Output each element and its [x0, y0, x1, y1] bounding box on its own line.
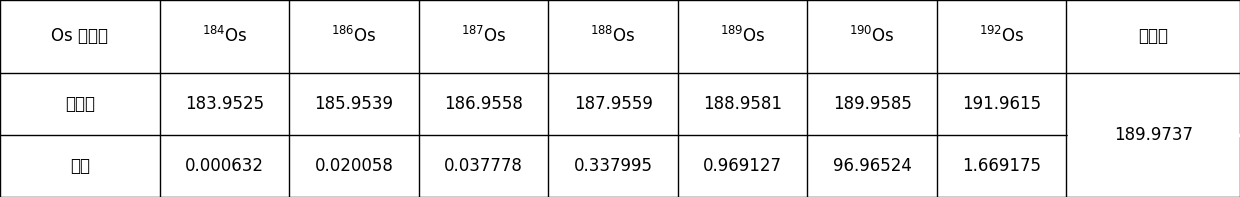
- Text: 0.337995: 0.337995: [574, 157, 652, 175]
- Text: 188.9581: 188.9581: [703, 95, 782, 113]
- Text: 96.96524: 96.96524: [833, 157, 911, 175]
- Text: 质量数: 质量数: [64, 95, 95, 113]
- Text: $^{192}$Os: $^{192}$Os: [978, 26, 1024, 46]
- Text: $^{187}$Os: $^{187}$Os: [461, 26, 506, 46]
- Text: 原子量: 原子量: [1138, 27, 1168, 46]
- Text: $^{188}$Os: $^{188}$Os: [590, 26, 636, 46]
- Text: 185.9539: 185.9539: [315, 95, 393, 113]
- Text: $^{189}$Os: $^{189}$Os: [719, 26, 765, 46]
- Text: 183.9525: 183.9525: [185, 95, 264, 113]
- Text: 0.969127: 0.969127: [703, 157, 782, 175]
- Text: 丰度: 丰度: [69, 157, 91, 175]
- Text: $^{184}$Os: $^{184}$Os: [202, 26, 248, 46]
- Text: 187.9559: 187.9559: [574, 95, 652, 113]
- Text: Os 稀释劑: Os 稀释劑: [51, 27, 108, 46]
- Text: $^{186}$Os: $^{186}$Os: [331, 26, 377, 46]
- Text: 191.9615: 191.9615: [962, 95, 1042, 113]
- Text: 1.669175: 1.669175: [962, 157, 1042, 175]
- Text: 189.9585: 189.9585: [833, 95, 911, 113]
- Text: $^{190}$Os: $^{190}$Os: [849, 26, 895, 46]
- Text: 189.9737: 189.9737: [1114, 126, 1193, 144]
- Text: 186.9558: 186.9558: [444, 95, 523, 113]
- Text: 0.037778: 0.037778: [444, 157, 523, 175]
- Text: 0.020058: 0.020058: [315, 157, 393, 175]
- Text: 0.000632: 0.000632: [185, 157, 264, 175]
